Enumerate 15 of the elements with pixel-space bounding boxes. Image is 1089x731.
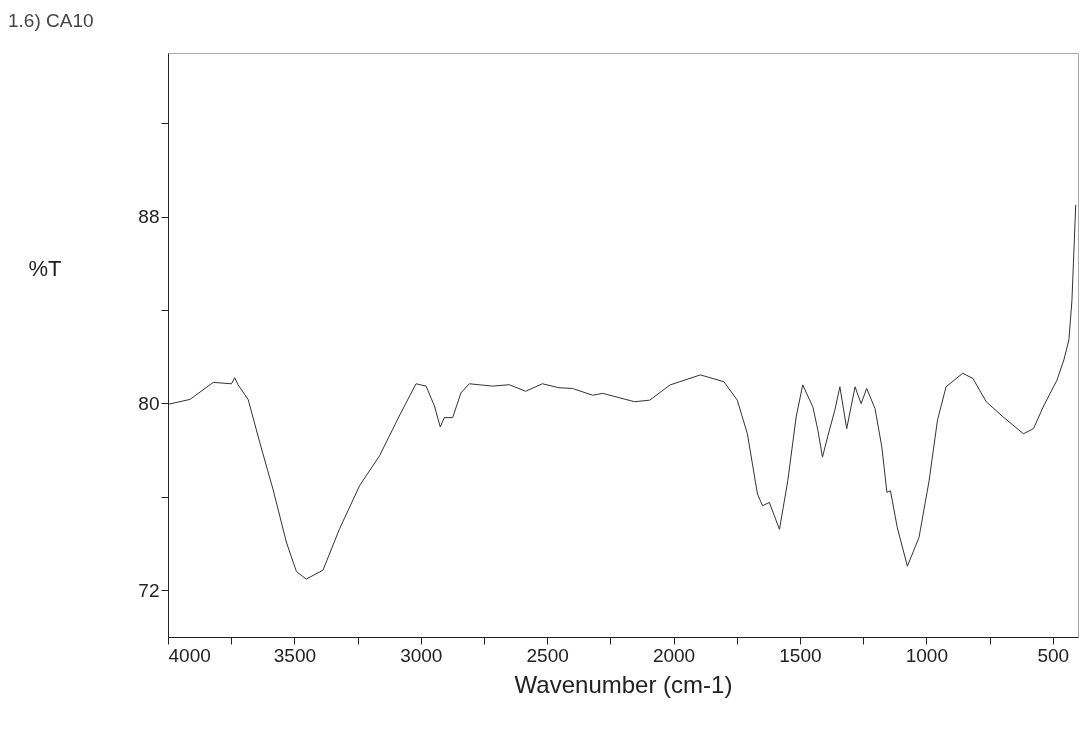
x-tick-label: 2500: [526, 644, 569, 666]
x-axis-title: Wavenumber (cm-1): [514, 670, 733, 698]
x-tick-label: 3500: [273, 644, 317, 666]
y-axis-title: %T: [28, 255, 62, 281]
y-tick-label: 88: [138, 206, 160, 228]
chart-title: 1.6) CA10: [8, 10, 94, 31]
x-tick-label: 3000: [400, 644, 443, 666]
x-tick-label: 500: [1037, 644, 1070, 666]
x-tick-label: 1000: [905, 644, 948, 666]
y-tick-label: 80: [138, 392, 160, 414]
x-tick-label: 4000: [168, 644, 211, 666]
x-tick-label: 2000: [652, 644, 696, 666]
x-tick-label: 1500: [779, 644, 822, 666]
line-series: [167, 204, 1077, 580]
y-tick-label: 72: [138, 579, 160, 601]
